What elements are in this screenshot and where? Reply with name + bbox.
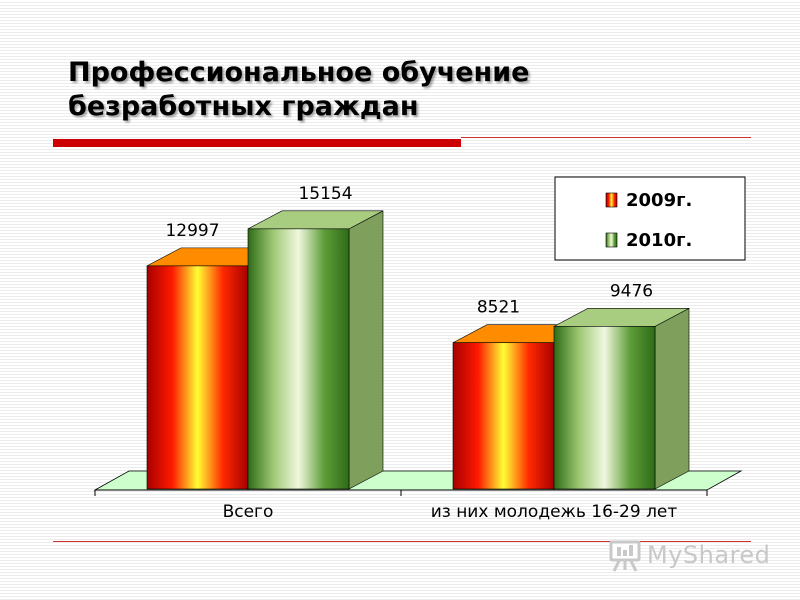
data-label-2009-0: 12997 bbox=[165, 221, 219, 241]
watermark-text: MyShared bbox=[647, 541, 771, 569]
slide-title: Профессиональное обучение безработных гр… bbox=[68, 56, 529, 124]
bar-side-2010-1 bbox=[654, 307, 690, 490]
bar-side-2010-0 bbox=[348, 210, 384, 490]
legend: 2009г. 2010г. bbox=[554, 176, 746, 261]
data-label-2010-0: 15154 bbox=[298, 184, 352, 204]
footer-divider-line bbox=[53, 541, 751, 542]
data-label-2009-1: 8521 bbox=[477, 298, 520, 318]
data-label-2010-1: 9476 bbox=[610, 281, 653, 301]
slide-title-line-1: Профессиональное обучение bbox=[68, 57, 530, 88]
bar-2010-0 bbox=[247, 228, 350, 490]
presentation-board-icon bbox=[609, 540, 641, 572]
legend-swatch-1 bbox=[605, 232, 618, 248]
watermark: MyShared bbox=[607, 537, 771, 573]
title-underline-bar bbox=[53, 139, 461, 147]
legend-label-1: 2010г. bbox=[626, 230, 692, 251]
category-label-0: Всего bbox=[223, 502, 274, 522]
category-label-1: из них молодежь 16-29 лет bbox=[431, 502, 678, 522]
legend-label-0: 2009г. bbox=[626, 190, 692, 211]
legend-box bbox=[554, 176, 746, 261]
bar-2009-0 bbox=[146, 265, 249, 490]
title-divider-line bbox=[461, 137, 751, 138]
bar-2010-1 bbox=[553, 326, 656, 490]
legend-swatch-0 bbox=[605, 192, 618, 208]
slide-title-line-2: безработных граждан bbox=[68, 91, 419, 122]
bar-2009-1 bbox=[452, 342, 555, 490]
